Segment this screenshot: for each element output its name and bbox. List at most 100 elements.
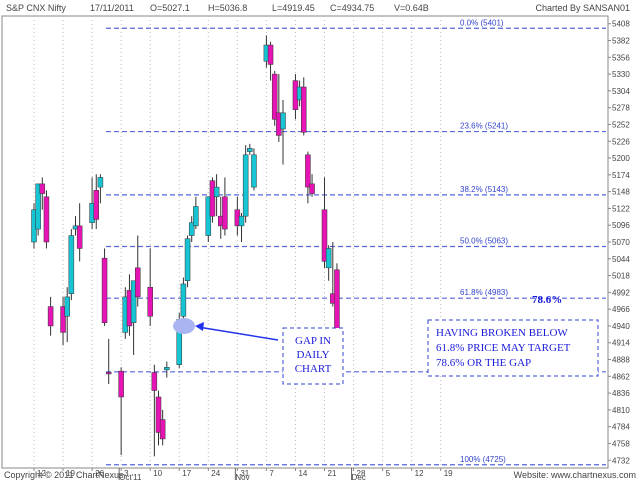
y-tick-layer: 5408 5382 5356 5330 5304 5278 5252 5226 5200 5174…	[608, 20, 630, 465]
gap-note-line-1: GAP IN	[295, 335, 331, 347]
x-tick-label: 19	[66, 469, 75, 478]
gap-marker	[173, 318, 195, 334]
month-label: Oct'11	[119, 473, 142, 480]
candle-body	[309, 183, 315, 194]
candle-body	[164, 367, 170, 371]
candle	[325, 245, 332, 281]
annotation-78-6: 78.6%	[532, 294, 562, 306]
candle-body	[251, 154, 257, 188]
candle	[39, 177, 46, 210]
candle-body	[267, 44, 274, 65]
candle	[35, 183, 41, 236]
candle	[155, 390, 162, 446]
candle-body	[180, 283, 187, 317]
candle-body	[76, 225, 83, 249]
header-close: C=4934.75	[330, 3, 374, 13]
candle	[184, 235, 191, 288]
gap-note-line-2: DAILY	[296, 349, 329, 361]
grid-layer	[33, 16, 442, 468]
y-tick-label: 4758	[612, 439, 630, 448]
y-tick-label: 5200	[612, 154, 630, 163]
y-tick-label: 5356	[612, 53, 630, 62]
candle-body	[130, 280, 137, 323]
x-tick-label: 12	[37, 469, 46, 478]
candle	[151, 364, 158, 457]
fib-label: 61.8% (4983)	[460, 288, 508, 297]
y-tick-label: 4940	[612, 322, 630, 331]
candle-body	[93, 190, 99, 220]
candle-body	[209, 180, 216, 217]
candle	[305, 151, 311, 204]
y-tick-label: 5330	[612, 70, 630, 79]
y-tick-label: 5278	[612, 104, 630, 113]
candle-body	[135, 267, 141, 298]
candle	[238, 212, 245, 242]
candle-body	[159, 419, 166, 440]
header-low: L=4919.45	[272, 3, 315, 13]
candle-body	[213, 186, 220, 198]
candle	[97, 174, 104, 204]
y-tick-label: 5070	[612, 238, 630, 247]
candle	[280, 99, 286, 165]
candle	[64, 287, 70, 343]
candle-body	[271, 73, 278, 120]
candle-layer	[31, 35, 340, 457]
candle-body	[334, 269, 340, 330]
candle-body	[321, 209, 328, 262]
candle	[164, 361, 170, 378]
candle-body	[147, 286, 153, 317]
candle	[76, 203, 83, 262]
header-date: 17/11/2011	[90, 3, 134, 13]
header-charted-by: Charted By SANSAN01	[535, 3, 630, 13]
plot-frame	[1, 15, 609, 469]
y-tick-label: 4836	[612, 389, 630, 398]
candle-body	[97, 177, 104, 188]
candle	[101, 248, 108, 326]
candle-body	[155, 396, 162, 433]
candle	[118, 367, 124, 456]
candle-body	[305, 154, 311, 188]
candle-body	[280, 112, 286, 130]
candle	[301, 77, 307, 136]
x-tick-label: 19	[444, 469, 453, 478]
candle	[222, 177, 228, 236]
month-label: Dec	[352, 473, 366, 480]
y-tick-label: 4784	[612, 423, 630, 432]
y-tick-label: 5304	[612, 87, 630, 96]
y-tick-label: 5226	[612, 137, 630, 146]
y-tick-label: 4732	[612, 456, 630, 465]
candle-body	[242, 154, 249, 217]
candle	[242, 145, 249, 223]
fib-label: 100% (4725)	[460, 455, 506, 464]
y-tick-label: 5044	[612, 255, 630, 264]
candle	[267, 41, 274, 81]
fib-label: 0.0% (5401)	[460, 18, 504, 27]
y-tick-label: 5018	[612, 272, 630, 281]
candle-body	[64, 296, 70, 317]
candle	[193, 196, 199, 230]
candle-body	[60, 306, 66, 333]
y-tick-label: 4862	[612, 372, 630, 381]
candle	[213, 174, 220, 217]
candle	[93, 174, 99, 230]
y-tick-label: 4992	[612, 288, 630, 297]
x-tick-label: 12	[415, 469, 424, 478]
x-tick-label: 14	[298, 469, 307, 478]
candle-body	[118, 370, 124, 398]
candle-body	[68, 235, 75, 294]
gap-note-box	[282, 327, 344, 385]
month-label: Nov	[235, 473, 249, 480]
header-volume: V=0.64B	[394, 3, 429, 13]
candle	[47, 296, 54, 336]
y-tick-label: 5122	[612, 204, 630, 213]
target-note-line-1: HAVING BROKEN BELOW	[436, 327, 568, 339]
candle	[251, 148, 257, 191]
candle-body	[193, 206, 199, 227]
candle-body	[105, 372, 112, 375]
y-tick-label: 5382	[612, 37, 630, 46]
y-tick-label: 5252	[612, 120, 630, 129]
fib-label: 38.2% (5143)	[460, 185, 508, 194]
candle	[135, 235, 141, 307]
x-tick-label: 10	[153, 469, 162, 478]
candle-body	[301, 86, 307, 133]
